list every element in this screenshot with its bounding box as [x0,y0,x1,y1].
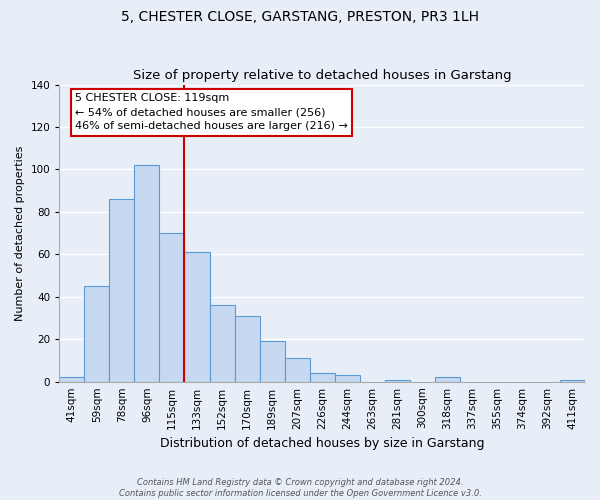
Bar [109,199,134,382]
Bar [184,252,209,382]
Title: Size of property relative to detached houses in Garstang: Size of property relative to detached ho… [133,69,511,82]
Bar [209,306,235,382]
Bar [85,286,109,382]
Bar [134,165,160,382]
Bar [260,342,284,382]
Text: Contains HM Land Registry data © Crown copyright and database right 2024.
Contai: Contains HM Land Registry data © Crown c… [119,478,481,498]
Bar [160,233,184,382]
Bar [385,380,410,382]
Text: 5 CHESTER CLOSE: 119sqm
← 54% of detached houses are smaller (256)
46% of semi-d: 5 CHESTER CLOSE: 119sqm ← 54% of detache… [75,94,348,132]
Text: 5, CHESTER CLOSE, GARSTANG, PRESTON, PR3 1LH: 5, CHESTER CLOSE, GARSTANG, PRESTON, PR3… [121,10,479,24]
X-axis label: Distribution of detached houses by size in Garstang: Distribution of detached houses by size … [160,437,484,450]
Bar [335,376,360,382]
Bar [284,358,310,382]
Bar [310,373,335,382]
Bar [235,316,260,382]
Bar [435,378,460,382]
Bar [59,378,85,382]
Bar [560,380,585,382]
Y-axis label: Number of detached properties: Number of detached properties [15,146,25,321]
